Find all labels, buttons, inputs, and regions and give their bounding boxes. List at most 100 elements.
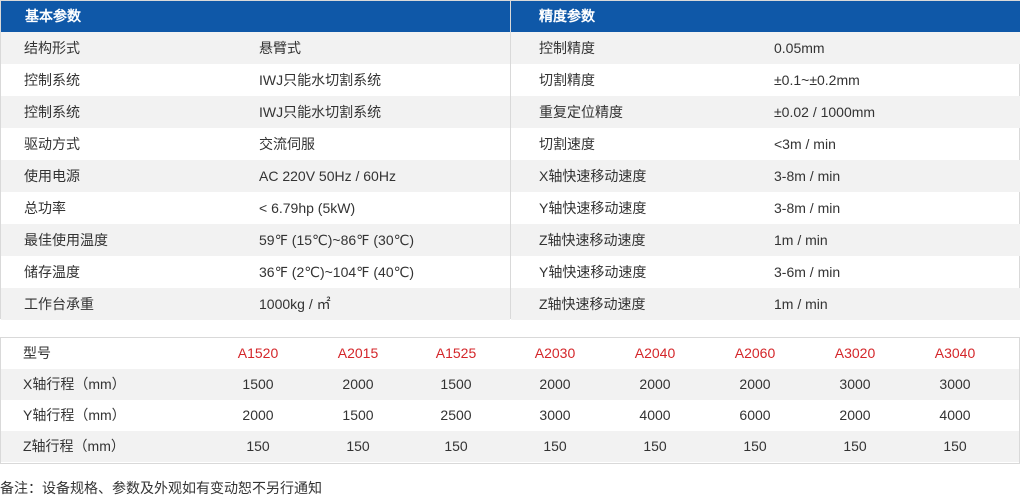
spec-row: 切割速度 <3m / min xyxy=(511,128,1020,160)
spec-table: 基本参数 结构形式 悬臂式 控制系统 IWJ只能水切割系统 控制系统 IWJ只能水切割… xyxy=(0,0,1020,320)
spec-value: < 6.79hp (5kW) xyxy=(259,200,356,216)
spec-value: 1m / min xyxy=(774,296,828,312)
model-cell: 150 xyxy=(843,438,867,454)
spec-label: X轴快速移动速度 xyxy=(539,168,647,184)
spec-label: 切割精度 xyxy=(539,72,595,88)
spec-value: 交流伺服 xyxy=(259,136,315,152)
spec-label: Z轴快速移动速度 xyxy=(539,296,646,312)
spec-value: 3-6m / min xyxy=(774,264,841,280)
precision-params-rows: 控制精度 0.05mm 切割精度 ±0.1~±0.2mm 重复定位精度 ±0.02 /… xyxy=(511,32,1020,320)
model-row-z-travel: Z轴行程（mm） 150 150 150 150 150 150 150 150 xyxy=(1,431,1019,462)
spec-row: Y轴快速移动速度 3-6m / min xyxy=(511,256,1020,288)
model-name: A2030 xyxy=(534,345,576,361)
spec-row: 工作台承重 1000kg / ㎡ xyxy=(1,288,510,320)
model-name: A2015 xyxy=(337,345,379,361)
spec-label: 控制系统 xyxy=(24,104,80,120)
spec-label: Y轴快速移动速度 xyxy=(539,200,647,216)
spec-label: 结构形式 xyxy=(24,40,80,56)
spec-label: 储存温度 xyxy=(24,264,80,280)
model-cell: 4000 xyxy=(639,407,671,423)
spec-value: IWJ只能水切割系统 xyxy=(259,72,382,88)
model-cell: 3000 xyxy=(539,407,571,423)
model-cell: 6000 xyxy=(739,407,771,423)
spec-row: 使用电源 AC 220V 50Hz / 60Hz xyxy=(1,160,510,192)
spec-row: Z轴快速移动速度 1m / min xyxy=(511,224,1020,256)
model-cell: 2000 xyxy=(539,376,571,392)
spec-value: 0.05mm xyxy=(774,40,825,56)
footnote: 备注：设备规格、参数及外观如有变动恕不另行通知 xyxy=(0,480,322,496)
spec-value: <3m / min xyxy=(774,136,836,152)
spec-row: Z轴快速移动速度 1m / min xyxy=(511,288,1020,320)
spec-label: Y轴快速移动速度 xyxy=(539,264,647,280)
model-cell: 2000 xyxy=(739,376,771,392)
model-cell: 2000 xyxy=(342,376,374,392)
spec-label: 总功率 xyxy=(24,200,66,216)
model-row-label: X轴行程（mm） xyxy=(23,376,126,392)
spec-label: 工作台承重 xyxy=(24,296,94,312)
model-cell: 2000 xyxy=(242,407,274,423)
model-name: A3040 xyxy=(934,345,976,361)
model-name: A1525 xyxy=(435,345,477,361)
precision-params-column: 精度参数 控制精度 0.05mm 切割精度 ±0.1~±0.2mm 重复定位精度 ±0… xyxy=(511,1,1020,320)
spec-value: ±0.02 / 1000mm xyxy=(774,104,876,120)
model-table: 型号 A1520 A2015 A1525 A2030 A2040 A2060 A… xyxy=(0,337,1020,464)
basic-params-column: 基本参数 结构形式 悬臂式 控制系统 IWJ只能水切割系统 控制系统 IWJ只能水切割… xyxy=(1,1,511,320)
spec-value: 3-8m / min xyxy=(774,200,841,216)
model-cell: 3000 xyxy=(839,376,871,392)
model-row-y-travel: Y轴行程（mm） 2000 1500 2500 3000 4000 6000 2… xyxy=(1,400,1019,431)
spec-value: ±0.1~±0.2mm xyxy=(774,72,860,88)
spec-value: 36℉ (2℃)~104℉ (40℃) xyxy=(259,264,414,280)
spec-value: 1m / min xyxy=(774,232,828,248)
spec-label: 最佳使用温度 xyxy=(24,232,108,248)
spec-row: 控制系统 IWJ只能水切割系统 xyxy=(1,96,510,128)
model-cell: 150 xyxy=(246,438,270,454)
model-cell: 150 xyxy=(444,438,468,454)
model-row-x-travel: X轴行程（mm） 1500 2000 1500 2000 2000 2000 3… xyxy=(1,369,1019,400)
spec-value: 3-8m / min xyxy=(774,168,841,184)
model-row-label: Z轴行程（mm） xyxy=(23,438,125,454)
spec-label: 使用电源 xyxy=(24,168,80,184)
spec-row: 结构形式 悬臂式 xyxy=(1,32,510,64)
spec-row: Y轴快速移动速度 3-8m / min xyxy=(511,192,1020,224)
spec-row: 总功率 < 6.79hp (5kW) xyxy=(1,192,510,224)
spec-value: 59℉ (15℃)~86℉ (30℃) xyxy=(259,232,414,248)
model-cell: 4000 xyxy=(939,407,971,423)
model-cell: 2500 xyxy=(440,407,472,423)
model-cell: 150 xyxy=(743,438,767,454)
model-cell: 2000 xyxy=(639,376,671,392)
spec-value: 1000kg / ㎡ xyxy=(259,296,331,312)
spec-row: 储存温度 36℉ (2℃)~104℉ (40℃) xyxy=(1,256,510,288)
model-cell: 2000 xyxy=(839,407,871,423)
model-name: A3020 xyxy=(834,345,876,361)
spec-label: 控制精度 xyxy=(539,40,595,56)
model-header-row: 型号 A1520 A2015 A1525 A2030 A2040 A2060 A… xyxy=(1,338,1019,369)
spec-label: Z轴快速移动速度 xyxy=(539,232,646,248)
spec-value: 悬臂式 xyxy=(259,40,301,56)
model-cell: 150 xyxy=(943,438,967,454)
model-cell: 150 xyxy=(543,438,567,454)
model-cell: 1500 xyxy=(440,376,472,392)
spec-value: IWJ只能水切割系统 xyxy=(259,104,382,120)
model-cell: 150 xyxy=(346,438,370,454)
spec-row: 重复定位精度 ±0.02 / 1000mm xyxy=(511,96,1020,128)
spec-label: 控制系统 xyxy=(24,72,80,88)
model-row-label: Y轴行程（mm） xyxy=(23,407,126,423)
spec-label: 重复定位精度 xyxy=(539,104,623,120)
model-name: A2060 xyxy=(734,345,776,361)
model-header-label: 型号 xyxy=(23,345,51,361)
spec-row: 控制系统 IWJ只能水切割系统 xyxy=(1,64,510,96)
basic-params-header: 基本参数 xyxy=(1,1,510,32)
model-cell: 1500 xyxy=(242,376,274,392)
spec-row: 切割精度 ±0.1~±0.2mm xyxy=(511,64,1020,96)
spec-row: 控制精度 0.05mm xyxy=(511,32,1020,64)
model-name: A1520 xyxy=(237,345,279,361)
spec-label: 驱动方式 xyxy=(24,136,80,152)
spec-value: AC 220V 50Hz / 60Hz xyxy=(259,168,396,184)
model-cell: 150 xyxy=(643,438,667,454)
spec-row: 驱动方式 交流伺服 xyxy=(1,128,510,160)
spec-row: X轴快速移动速度 3-8m / min xyxy=(511,160,1020,192)
basic-params-rows: 结构形式 悬臂式 控制系统 IWJ只能水切割系统 控制系统 IWJ只能水切割系统 驱动… xyxy=(1,32,510,320)
model-name: A2040 xyxy=(634,345,676,361)
spec-label: 切割速度 xyxy=(539,136,595,152)
model-cell: 3000 xyxy=(939,376,971,392)
